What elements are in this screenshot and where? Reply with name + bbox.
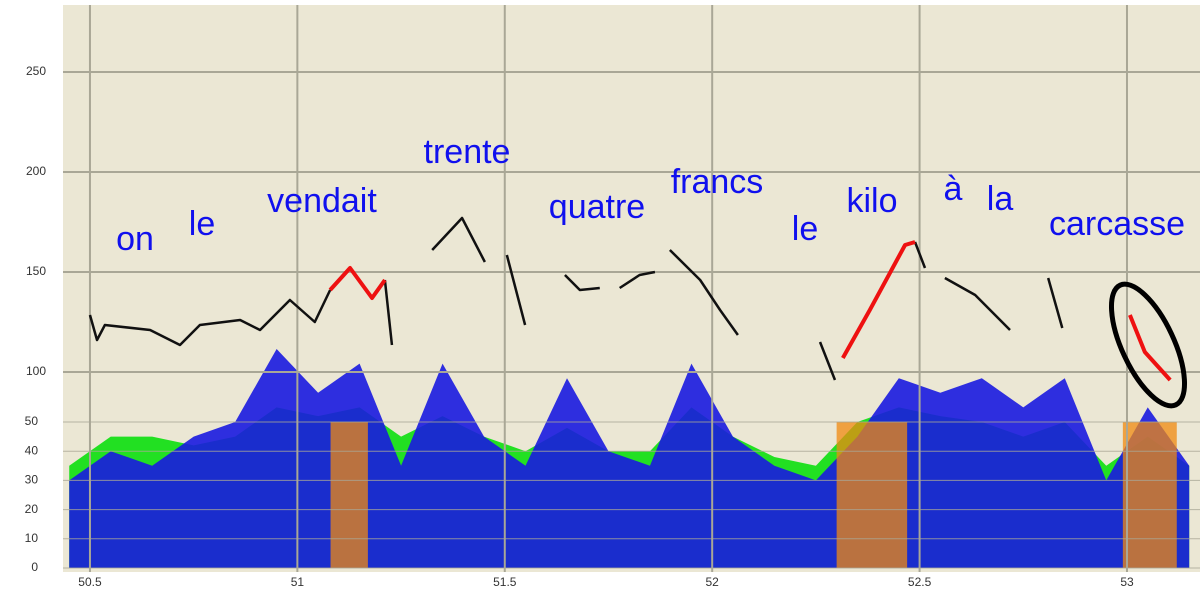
y-tick-label: 40 [25, 443, 39, 457]
highlight-span [1122, 421, 1177, 568]
word-label: carcasse [1049, 205, 1185, 243]
plot-layer: 50.5 51 51.5 52 52.5 53 100 150 200 250 0 10 20 30 40 5… [25, 5, 1200, 589]
x-tick-label: 53 [1120, 575, 1134, 589]
x-tick-label: 50.5 [78, 575, 102, 589]
y-tick-label: 30 [25, 473, 39, 487]
y-tick-label: 10 [25, 531, 39, 545]
word-label: vendait [267, 182, 377, 220]
word-label: le [189, 205, 215, 243]
word-label: kilo [846, 182, 897, 220]
x-tick-label: 52.5 [908, 575, 932, 589]
highlight-span [330, 421, 368, 568]
word-label: quatre [549, 188, 645, 226]
pitch-contour [88, 216, 1064, 381]
word-label: le [792, 210, 818, 248]
y-tick-label: 200 [26, 164, 46, 178]
word-label: à [944, 170, 963, 208]
x-tick-label: 51 [291, 575, 305, 589]
y-tick-label: 250 [26, 64, 46, 78]
y-tick-label: 50 [25, 414, 39, 428]
pitch-contour [328, 240, 1172, 382]
word-label: on [116, 220, 154, 258]
y-tick-label: 0 [31, 560, 38, 574]
word-label: francs [671, 163, 764, 201]
highlight-span [836, 421, 908, 568]
circle-annotation [1108, 281, 1188, 409]
y-tick-label: 150 [26, 264, 46, 278]
word-label: trente [424, 133, 511, 171]
x-tick-label: 51.5 [493, 575, 517, 589]
word-label: la [987, 180, 1014, 218]
y-tick-label: 20 [25, 502, 39, 516]
x-tick-label: 52 [706, 575, 720, 589]
y-tick-label: 100 [26, 364, 46, 378]
